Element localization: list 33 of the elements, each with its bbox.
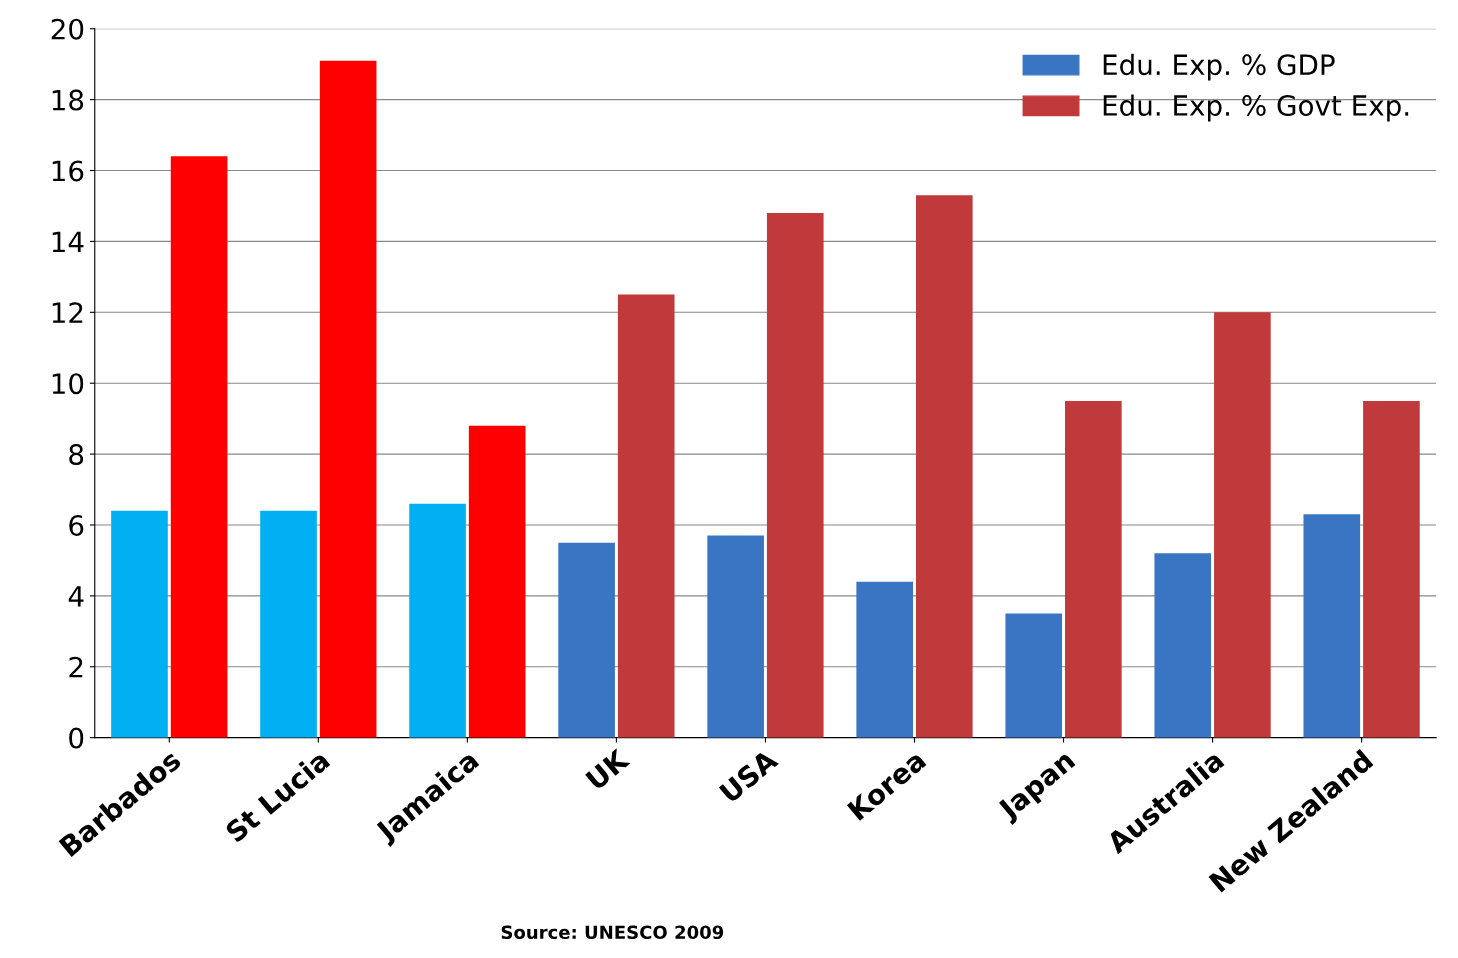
y-tick-label: 4 — [68, 586, 84, 607]
bar — [1214, 312, 1271, 738]
bar — [468, 425, 526, 738]
legend-label: Edu. Exp. % GDP — [1103, 53, 1335, 81]
legend-label: Edu. Exp. % Govt Exp. — [1103, 94, 1409, 122]
bar — [1363, 400, 1420, 738]
y-tick-label: 0 — [69, 727, 84, 749]
bar — [1005, 613, 1063, 738]
bar — [707, 535, 764, 738]
bar — [1303, 514, 1361, 738]
y-tick-label: 18 — [52, 89, 84, 111]
bar — [617, 294, 675, 738]
bar — [260, 510, 317, 738]
bar — [319, 60, 377, 738]
y-tick-label: 2 — [69, 656, 83, 678]
y-tick-label: 12 — [52, 302, 83, 323]
bar — [111, 510, 168, 738]
y-tick-label: 20 — [51, 18, 84, 40]
y-tick-label: 14 — [52, 231, 84, 252]
x-tick-label: UK — [585, 747, 631, 791]
bar — [1065, 400, 1122, 738]
bar — [856, 581, 913, 738]
y-tick-label: 6 — [69, 514, 84, 536]
bar — [409, 503, 466, 738]
bar — [766, 213, 824, 738]
y-tick-label: 8 — [69, 444, 84, 466]
bar — [1154, 553, 1212, 738]
y-tick-label: 10 — [52, 373, 84, 395]
bar — [558, 542, 615, 738]
source-note: Source: UNESCO 2009 — [501, 925, 724, 940]
bar — [170, 156, 228, 738]
y-tick-label: 16 — [52, 160, 84, 182]
bar — [915, 195, 973, 738]
